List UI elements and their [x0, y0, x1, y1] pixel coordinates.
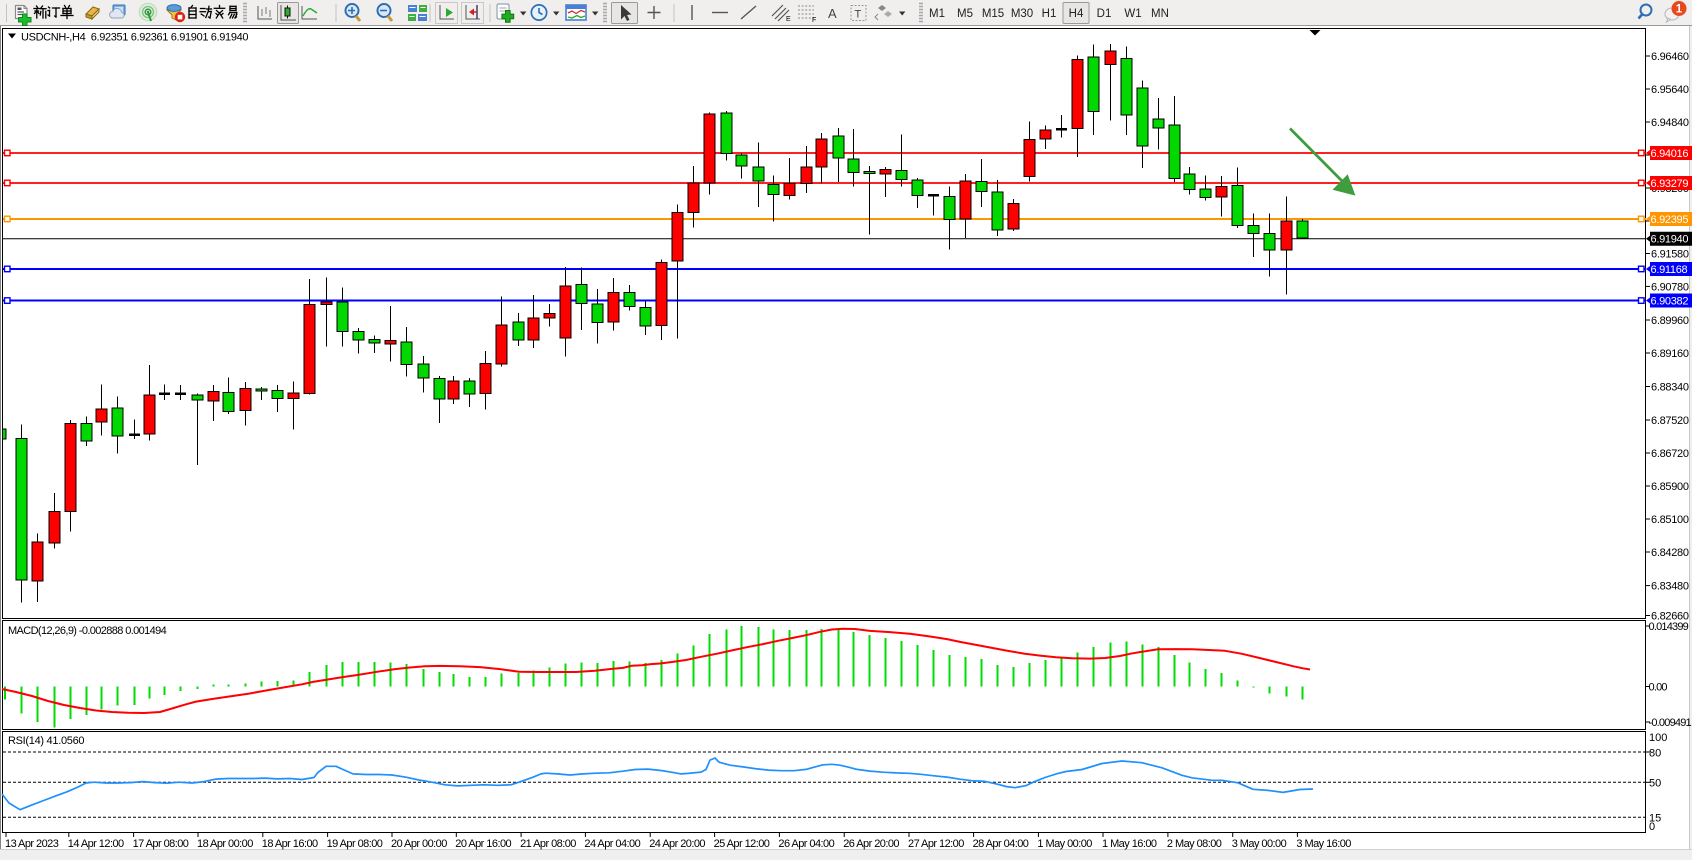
- svg-text:6.84280: 6.84280: [1651, 547, 1689, 559]
- svg-text:6.82660: 6.82660: [1651, 611, 1689, 623]
- svg-text:18 Apr 16:00: 18 Apr 16:00: [262, 838, 318, 850]
- svg-text:6.89960: 6.89960: [1651, 315, 1689, 327]
- svg-text:1: 1: [1676, 4, 1683, 16]
- svg-text:26 Apr 20:00: 26 Apr 20:00: [843, 838, 899, 850]
- svg-text:24 Apr 04:00: 24 Apr 04:00: [584, 838, 640, 850]
- svg-text:6.86720: 6.86720: [1651, 448, 1689, 460]
- svg-text:MACD(12,26,9) -0.002888 0.0014: MACD(12,26,9) -0.002888 0.001494: [8, 625, 167, 637]
- svg-text:M1: M1: [929, 8, 945, 20]
- svg-text:6.91580: 6.91580: [1651, 249, 1689, 261]
- svg-text:3 May 16:00: 3 May 16:00: [1296, 838, 1351, 850]
- svg-text:100: 100: [1649, 732, 1667, 744]
- svg-text:MN: MN: [1151, 8, 1169, 20]
- svg-text:6.94016: 6.94016: [1651, 148, 1689, 160]
- svg-text:6.90382: 6.90382: [1651, 296, 1689, 308]
- svg-text:6.87520: 6.87520: [1651, 415, 1689, 427]
- svg-text:2 May 08:00: 2 May 08:00: [1167, 838, 1222, 850]
- svg-text:6.95640: 6.95640: [1651, 84, 1689, 96]
- svg-text:6.85900: 6.85900: [1651, 481, 1689, 493]
- svg-text:25 Apr 12:00: 25 Apr 12:00: [714, 838, 770, 850]
- svg-text:50: 50: [1649, 777, 1661, 789]
- svg-text:H1: H1: [1042, 8, 1057, 20]
- svg-text:A: A: [828, 6, 837, 21]
- svg-text:-0.009491: -0.009491: [1649, 717, 1692, 729]
- svg-text:M5: M5: [957, 8, 973, 20]
- svg-text:0.014399: 0.014399: [1649, 621, 1689, 633]
- svg-text:6.88340: 6.88340: [1651, 382, 1689, 394]
- svg-text:80: 80: [1649, 748, 1661, 760]
- svg-text:6.83480: 6.83480: [1651, 581, 1689, 593]
- svg-text:0.00: 0.00: [1649, 682, 1668, 694]
- svg-text:20 Apr 00:00: 20 Apr 00:00: [391, 838, 447, 850]
- svg-text:3 May 00:00: 3 May 00:00: [1232, 838, 1287, 850]
- svg-text:E: E: [786, 16, 791, 23]
- svg-text:14 Apr 12:00: 14 Apr 12:00: [68, 838, 124, 850]
- svg-text:M15: M15: [982, 8, 1004, 20]
- svg-text:6.93279: 6.93279: [1651, 178, 1689, 190]
- svg-text:6.90780: 6.90780: [1651, 281, 1689, 293]
- svg-text:17 Apr 08:00: 17 Apr 08:00: [133, 838, 189, 850]
- svg-text:21 Apr 08:00: 21 Apr 08:00: [520, 838, 576, 850]
- svg-text:RSI(14) 41.0560: RSI(14) 41.0560: [8, 735, 84, 747]
- svg-text:W1: W1: [1124, 8, 1141, 20]
- svg-text:6.94840: 6.94840: [1651, 117, 1689, 129]
- svg-text:USDCNH-,H4 6.92351 6.92361 6.: USDCNH-,H4 6.92351 6.92361 6.91901 6.919…: [21, 32, 248, 44]
- svg-text:27 Apr 12:00: 27 Apr 12:00: [908, 838, 964, 850]
- svg-text:26 Apr 04:00: 26 Apr 04:00: [778, 838, 834, 850]
- svg-text:6.89160: 6.89160: [1651, 348, 1689, 360]
- svg-text:24 Apr 20:00: 24 Apr 20:00: [649, 838, 705, 850]
- svg-text:T: T: [855, 9, 862, 21]
- svg-text:6.96460: 6.96460: [1651, 51, 1689, 63]
- svg-text:6.91940: 6.91940: [1651, 234, 1689, 246]
- svg-text:15: 15: [1649, 812, 1661, 824]
- svg-text:28 Apr 04:00: 28 Apr 04:00: [973, 838, 1029, 850]
- svg-text:M30: M30: [1011, 8, 1033, 20]
- svg-text:6.85100: 6.85100: [1651, 514, 1689, 526]
- svg-text:6.91168: 6.91168: [1651, 264, 1688, 276]
- svg-text:F: F: [812, 17, 816, 24]
- svg-text:6.92395: 6.92395: [1651, 214, 1689, 226]
- svg-text:0: 0: [1649, 821, 1655, 833]
- svg-text:20 Apr 16:00: 20 Apr 16:00: [455, 838, 511, 850]
- svg-text:D1: D1: [1097, 8, 1112, 20]
- svg-text:19 Apr 08:00: 19 Apr 08:00: [327, 838, 383, 850]
- svg-text:18 Apr 00:00: 18 Apr 00:00: [197, 838, 253, 850]
- svg-text:13 Apr 2023: 13 Apr 2023: [5, 838, 59, 850]
- svg-text:1 May 00:00: 1 May 00:00: [1037, 838, 1092, 850]
- svg-text:H4: H4: [1069, 8, 1084, 20]
- svg-text:1 May 16:00: 1 May 16:00: [1102, 838, 1157, 850]
